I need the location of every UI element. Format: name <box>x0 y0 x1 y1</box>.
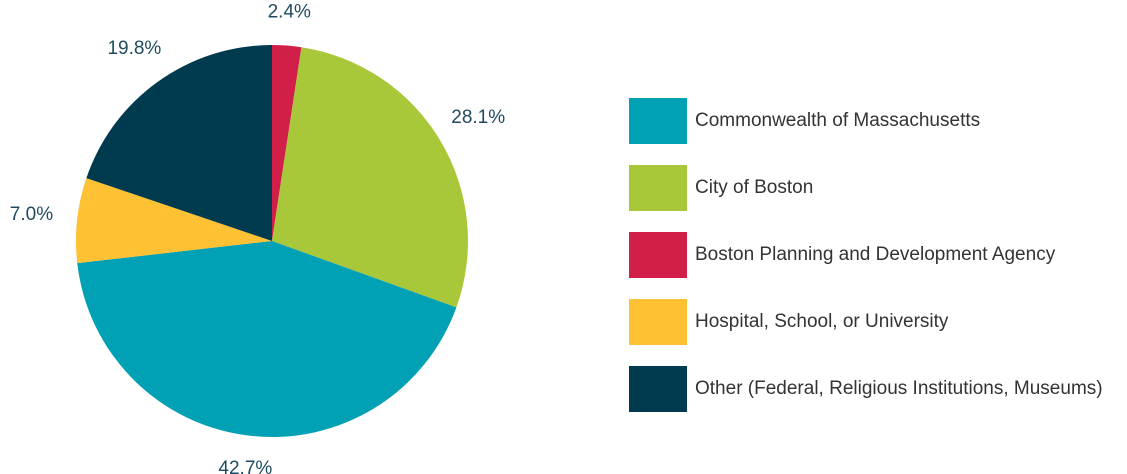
legend-item: Boston Planning and Development Agency <box>629 232 1120 278</box>
pie-slice <box>86 45 272 241</box>
legend-label: Other (Federal, Religious Institutions, … <box>695 378 1103 399</box>
legend-swatch <box>629 98 687 144</box>
legend-label: Commonwealth of Massachusetts <box>695 110 981 131</box>
slice-label: 19.8% <box>107 38 161 59</box>
legend-item: Hospital, School, or University <box>629 299 1120 345</box>
legend-item: Commonwealth of Massachusetts <box>629 98 1120 144</box>
pie-slice <box>272 45 302 241</box>
legend-swatch <box>629 366 687 412</box>
pie-chart: 2.4% 28.1% 42.7% 7.0% 19.8% <box>10 2 505 474</box>
legend-swatch <box>629 165 687 211</box>
slice-label: 7.0% <box>10 204 53 225</box>
pie-slice <box>272 47 468 308</box>
legend-label: City of Boston <box>695 177 814 198</box>
legend-item: Other (Federal, Religious Institutions, … <box>629 366 1120 412</box>
legend-swatch <box>629 232 687 278</box>
legend-swatch <box>629 299 687 345</box>
pie-slice <box>76 178 272 264</box>
legend-label: Hospital, School, or University <box>695 311 949 332</box>
legend-item: City of Boston <box>629 165 1120 211</box>
slice-label: 28.1% <box>451 107 505 128</box>
slice-label: 2.4% <box>268 2 311 23</box>
legend-label: Boston Planning and Development Agency <box>695 244 1056 265</box>
slice-label: 42.7% <box>218 458 272 474</box>
pie-slice <box>77 241 457 437</box>
